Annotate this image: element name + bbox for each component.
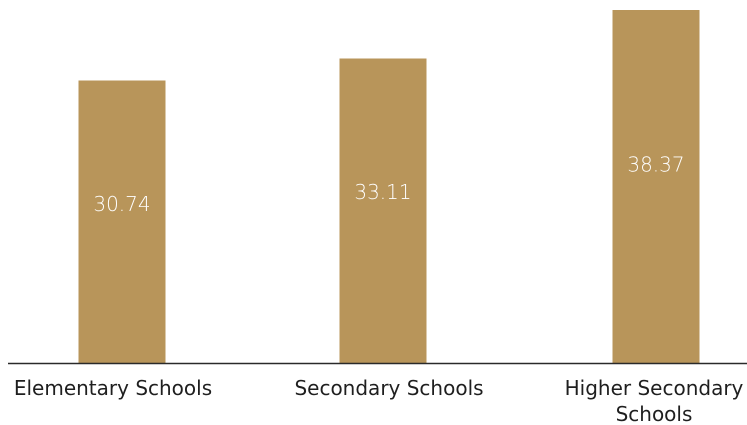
bar-secondary-schools <box>339 58 427 364</box>
value-label-higher-secondary-schools: 38.37 <box>627 152 684 176</box>
bars-group: 30.74 33.11 38.37 <box>78 10 700 364</box>
category-label-elementary-schools: Elementary Schools <box>14 376 212 400</box>
category-label-line: Higher Secondary <box>565 376 744 400</box>
category-label-secondary-schools: Secondary Schools <box>294 376 483 400</box>
value-label-secondary-schools: 33.11 <box>354 180 411 204</box>
category-label-line: Schools <box>616 402 693 425</box>
category-labels-group: Elementary Schools Secondary Schools Highe… <box>14 376 744 425</box>
category-label-line: Secondary Schools <box>294 376 483 400</box>
bar-higher-secondary-schools <box>612 10 700 364</box>
category-label-higher-secondary-schools: Higher Secondary Schools <box>565 376 744 425</box>
bar-elementary-schools <box>78 80 166 364</box>
value-label-elementary-schools: 30.74 <box>93 192 150 216</box>
category-label-line: Elementary Schools <box>14 376 212 400</box>
